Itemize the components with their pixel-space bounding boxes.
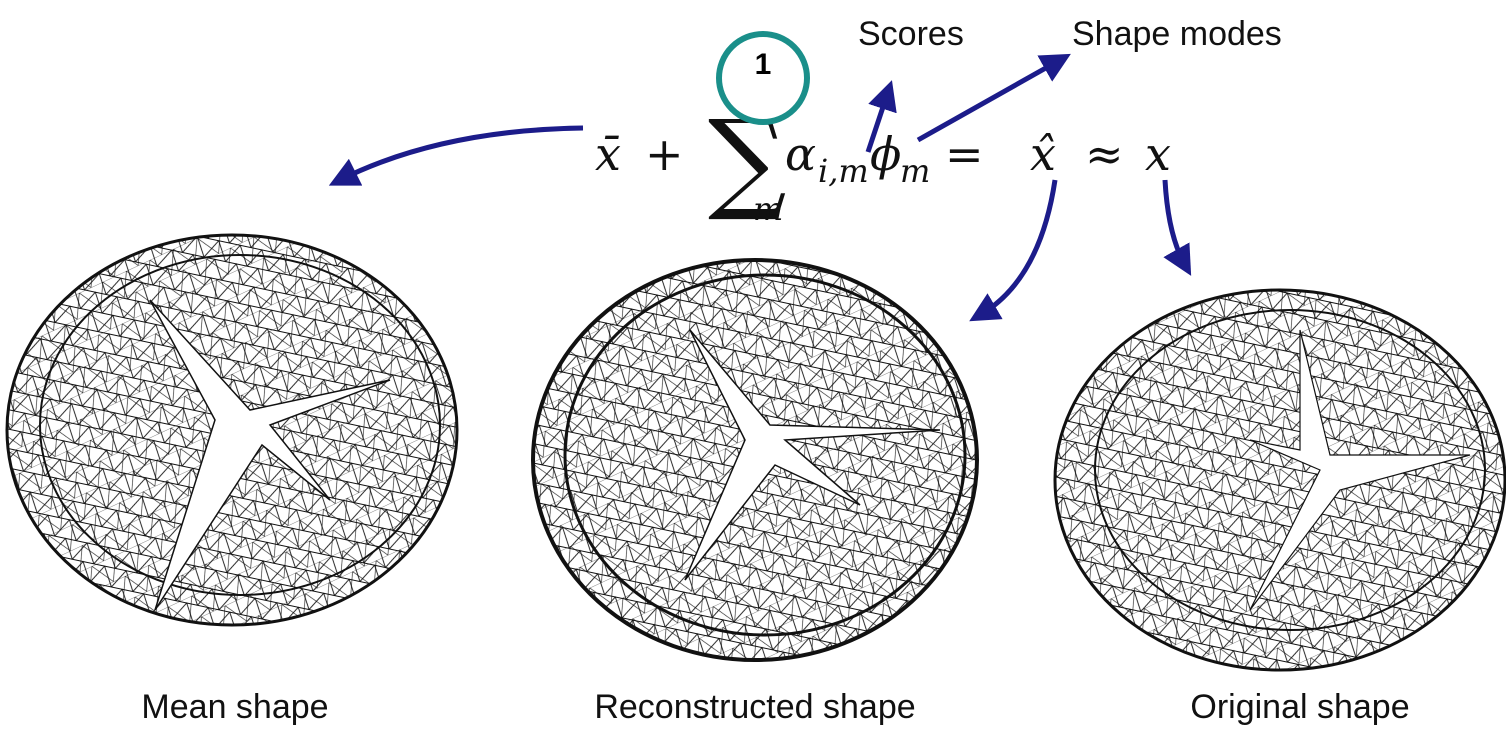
formula-plus: + xyxy=(645,127,684,181)
shape-modes-label: Shape modes xyxy=(1072,15,1282,53)
formula-equals: = xyxy=(945,127,984,181)
original-mesh xyxy=(1055,290,1505,670)
arrow-reconstructed xyxy=(980,180,1055,315)
scores-label: Scores xyxy=(858,15,964,53)
formula-upper: 1 xyxy=(755,48,772,81)
caption: Mean shape xyxy=(141,688,328,726)
formula-approx: ≈ xyxy=(1085,127,1124,181)
formula-alpha: α xyxy=(785,127,816,181)
formula-alpha-sub: i,m xyxy=(818,152,869,190)
arrow-original xyxy=(1165,180,1185,265)
formula-xhat: x̂ xyxy=(1030,127,1056,181)
mean-mesh xyxy=(7,235,457,625)
caption: Reconstructed shape xyxy=(594,688,915,726)
formula-x: x xyxy=(1145,127,1171,181)
formula-lower: m xyxy=(753,190,783,228)
formula-mean: x̄ xyxy=(595,127,621,181)
caption: Original shape xyxy=(1190,688,1409,726)
formula-phi-sub: m xyxy=(900,152,930,190)
diagram: x̄ + ∑ 1 m α i,m ϕ m = x̂ ≈ x Scores Sha… xyxy=(0,0,1506,755)
arrow-mean xyxy=(340,128,583,180)
reconstructed-mesh xyxy=(533,260,977,660)
